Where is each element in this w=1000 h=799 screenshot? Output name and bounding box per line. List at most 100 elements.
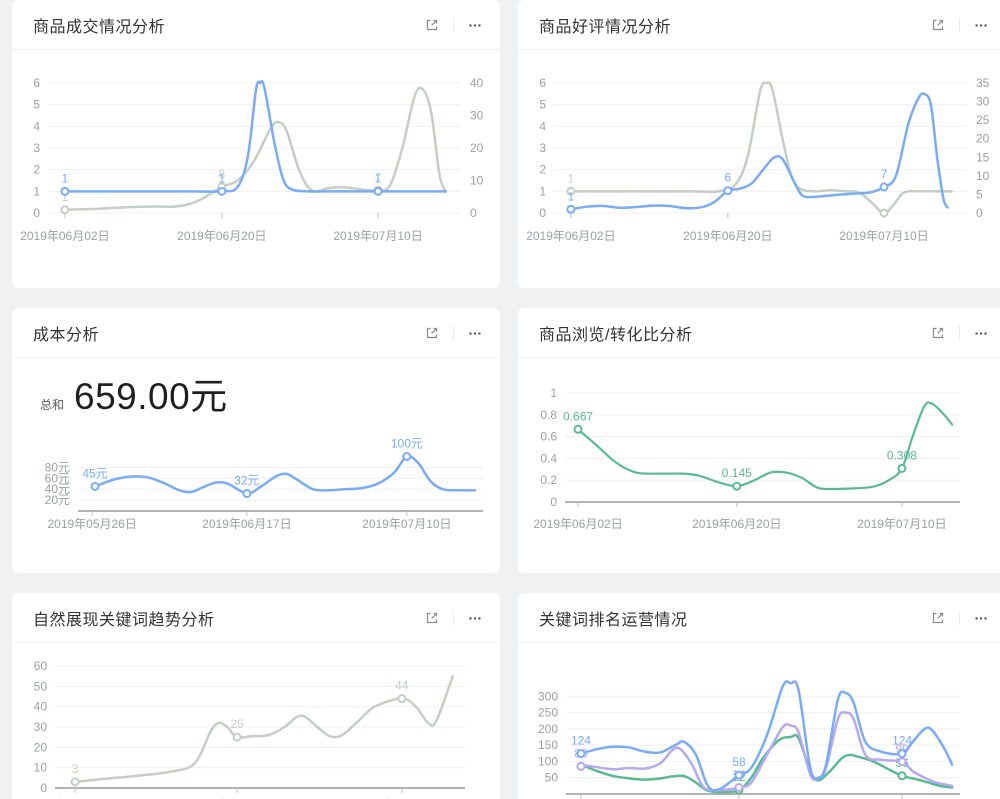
data-point-marker <box>732 481 742 491</box>
y-axis-label: 6 <box>33 76 40 90</box>
y2-axis-label: 5 <box>976 187 983 201</box>
data-point-label: 58 <box>732 755 746 769</box>
x-axis-label: 2019年07月10日 <box>333 229 422 243</box>
data-point-marker <box>373 186 383 196</box>
line-chart-cost: 20元 40元 60元 80元 2019年05月26日 2019年06月17日 2019年0… <box>12 436 500 551</box>
ellipsis-glyph <box>975 617 987 620</box>
x-axis-label: 2019年06月20日 <box>692 517 781 531</box>
line-series-blue <box>93 454 477 495</box>
y-axis-label: 4 <box>33 119 40 133</box>
data-point-label: 1 <box>219 171 226 185</box>
data-point-marker <box>397 694 407 704</box>
card-title: 商品浏览/转化比分析 <box>539 326 693 344</box>
data-point-marker <box>897 749 907 759</box>
x-axis-label: 2019年06月17日 <box>202 517 291 531</box>
card-actions <box>925 308 994 358</box>
card-title: 自然展现关键词趋势分析 <box>33 611 215 629</box>
data-point-marker <box>566 204 576 214</box>
external-link-icon[interactable] <box>419 320 445 346</box>
y-axis-label: 100 <box>538 754 558 768</box>
y2-axis-label: 0 <box>976 206 983 220</box>
x-axis-label: 2019年05月26日 <box>47 517 136 531</box>
data-point-label: 124 <box>892 734 912 748</box>
more-icon[interactable] <box>968 605 994 631</box>
data-point-marker <box>573 424 583 434</box>
more-icon[interactable] <box>968 12 994 38</box>
card-keyword-trend: 自然展现关键词趋势分析 01020304050602019年06月02日2019… <box>12 593 500 799</box>
y-axis-label: 1 <box>550 386 557 400</box>
card-actions <box>925 593 994 643</box>
data-point-label: 1 <box>62 171 69 185</box>
action-divider <box>959 611 960 625</box>
y-axis-label: 0 <box>550 495 557 509</box>
data-point-label: 7 <box>881 167 888 181</box>
data-point-label: 124 <box>571 734 591 748</box>
data-point-label: 7 <box>375 170 382 184</box>
y-axis-label: 40元 <box>45 482 70 496</box>
data-point-label: 1 <box>568 189 575 203</box>
ellipsis-glyph <box>975 24 987 27</box>
y-axis-label: 1 <box>539 184 546 198</box>
y2-axis-label: 15 <box>976 150 990 164</box>
action-divider <box>453 18 454 32</box>
data-point-label: 1 <box>568 171 575 185</box>
data-point-marker <box>897 771 907 781</box>
x-axis-label: 2019年06月02日 <box>533 517 622 531</box>
line-chart-keyword-ranking: 501001502002503002019年06月02日2019年06月20日2… <box>518 643 1000 799</box>
data-point-marker <box>90 481 100 491</box>
y2-axis-label: 40 <box>470 76 484 90</box>
chart-canvas: 01020304050602019年06月02日2019年06月20日2019年… <box>30 659 465 799</box>
data-point-marker <box>576 761 586 771</box>
y-axis-label: 30 <box>34 720 48 734</box>
chart-canvas: 0 1 2 3 4 5 6 0 10 20 30 40 2019年06月02日 2019年06月20日 20… <box>20 76 484 243</box>
data-point-label: 44 <box>395 679 409 693</box>
card-product-transactions: 商品成交情况分析 0 1 2 3 4 5 6 0 10 20 30 40 2019年06月02日 2019… <box>12 0 500 288</box>
y-axis-label: 300 <box>538 689 558 703</box>
more-icon[interactable] <box>462 12 488 38</box>
y-axis-label: 2 <box>33 163 40 177</box>
data-point-label: 3 <box>72 762 79 776</box>
data-point-marker <box>60 186 70 196</box>
x-axis-label: 2019年07月10日 <box>362 517 451 531</box>
data-point-marker <box>232 732 242 742</box>
external-link-icon[interactable] <box>419 12 445 38</box>
data-point-marker <box>242 489 252 499</box>
x-axis-label: 2019年07月10日 <box>857 517 946 531</box>
y-axis-label: 6 <box>539 76 546 90</box>
y-axis-label: 20元 <box>45 493 70 507</box>
line-chart-keyword-trend: 01020304050602019年06月02日2019年06月20日2019年… <box>12 643 500 799</box>
y-axis-label: 50 <box>545 771 559 785</box>
data-point-marker <box>879 182 889 192</box>
more-icon[interactable] <box>968 320 994 346</box>
data-point-label: 1 <box>62 190 69 204</box>
card-header: 商品成交情况分析 <box>12 0 500 50</box>
external-link-glyph <box>932 19 944 31</box>
card-header: 商品浏览/转化比分析 <box>518 308 1000 358</box>
line-series-green <box>576 401 954 491</box>
y2-axis-label: 0 <box>470 206 477 220</box>
data-point-label: 0.667 <box>563 409 593 423</box>
external-link-icon[interactable] <box>925 320 951 346</box>
card-cost-analysis: 成本分析 总和 659.00元 20元 40元 60元 80元 2019年05月26日 2… <box>12 308 500 573</box>
external-link-icon[interactable] <box>925 12 951 38</box>
y-axis-label: 2 <box>539 163 546 177</box>
chart-canvas: 501001502002503002019年06月02日2019年06月20日2… <box>538 680 960 799</box>
external-link-icon[interactable] <box>925 605 951 631</box>
line-series-purple <box>579 710 954 792</box>
ellipsis-glyph <box>469 24 481 27</box>
y-axis-label: 50 <box>34 679 48 693</box>
card-actions <box>419 0 488 50</box>
data-point-marker <box>734 770 744 780</box>
x-axis-label: 2019年06月02日 <box>20 229 109 243</box>
more-icon[interactable] <box>462 320 488 346</box>
external-link-icon[interactable] <box>419 605 445 631</box>
data-point-marker <box>402 451 412 461</box>
card-title: 商品好评情况分析 <box>539 18 672 36</box>
more-icon[interactable] <box>462 605 488 631</box>
line-series-blue <box>63 79 447 193</box>
data-point-label: 0.308 <box>887 448 917 462</box>
x-axis-label: 2019年06月20日 <box>683 229 772 243</box>
data-point-marker <box>897 757 907 767</box>
y-axis-label: 0 <box>33 206 40 220</box>
